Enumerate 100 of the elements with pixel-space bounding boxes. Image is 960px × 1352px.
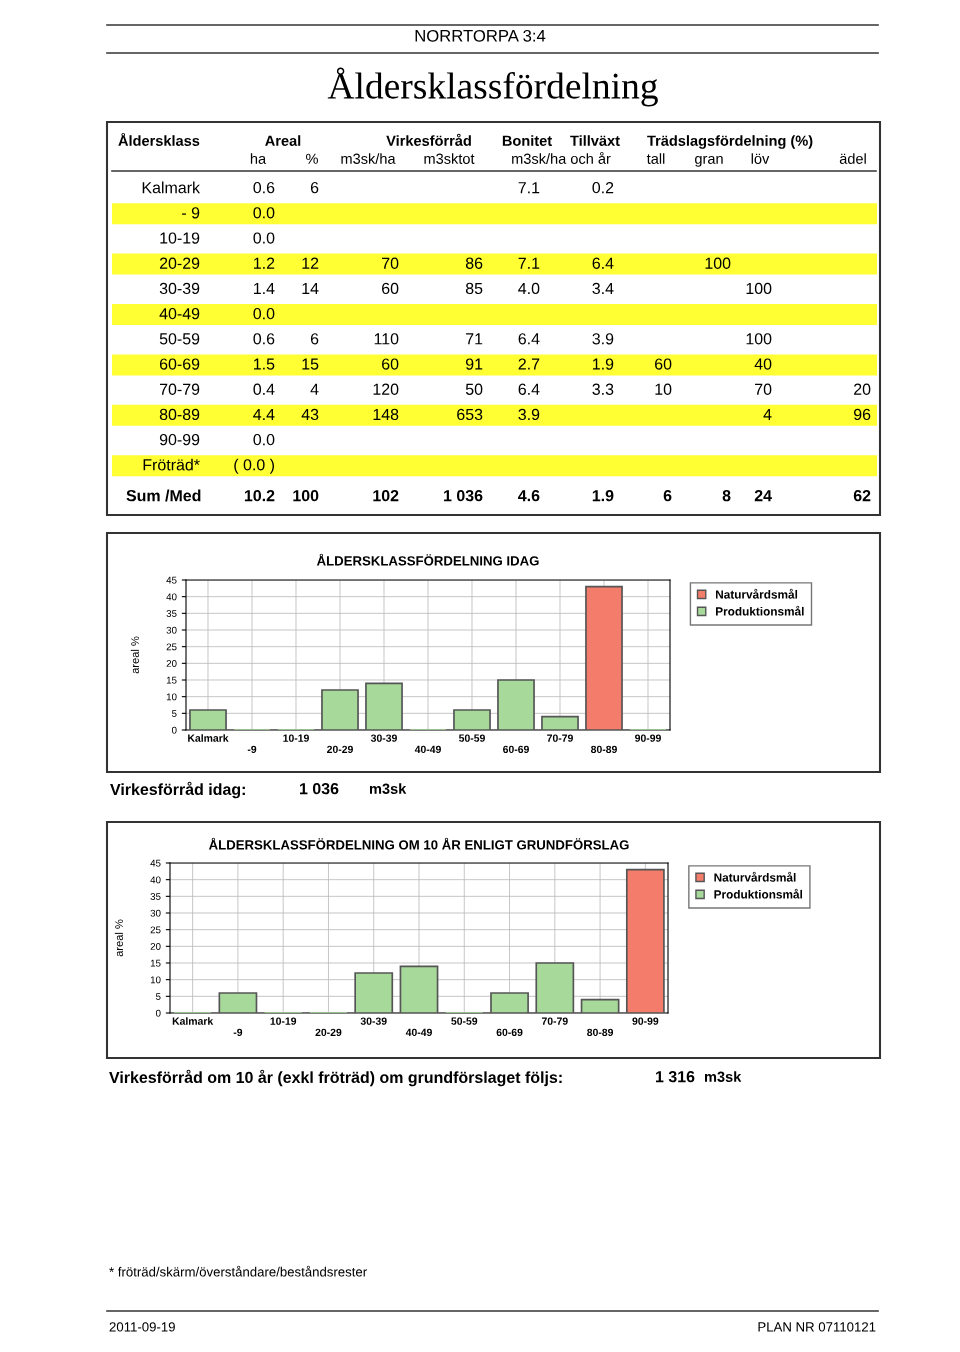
text: 0.0 <box>253 307 275 320</box>
text: 100 <box>746 333 772 345</box>
bar <box>321 689 359 730</box>
y-axis-title: areal % <box>114 919 123 957</box>
text: 0.0 <box>253 207 275 219</box>
text: 4.6 <box>518 489 540 502</box>
text: 0.6 <box>253 181 275 194</box>
x-tick-label: 20-29 <box>315 1028 342 1037</box>
text: 1.2 <box>254 257 275 269</box>
text: 3.9 <box>518 408 540 421</box>
text: 43 <box>301 408 319 421</box>
x-tick-label: 60-69 <box>496 1028 523 1037</box>
text: 6 <box>663 489 672 502</box>
bar <box>218 992 258 1013</box>
bar <box>585 585 623 730</box>
text: 6.4 <box>592 257 614 269</box>
text: 71 <box>466 333 483 345</box>
text: 653 <box>457 408 483 421</box>
category-label: tall <box>646 153 665 164</box>
x-tick-label: 10-19 <box>270 1017 297 1025</box>
x-tick-label: Kalmark <box>172 1017 214 1025</box>
x-tick-label: 50-59 <box>451 1017 478 1025</box>
text: 8 <box>722 489 731 502</box>
text: 10.2 <box>244 489 275 502</box>
text: 100 <box>293 489 319 502</box>
text: 148 <box>373 408 399 421</box>
text: 12 <box>302 257 319 269</box>
x-tick-label: 90-99 <box>635 734 661 742</box>
text: 4 <box>763 408 772 420</box>
category-label: m3sk/ha <box>341 153 396 164</box>
x-tick-label: 50-59 <box>459 734 485 742</box>
y-tick-label: 45 <box>166 576 177 584</box>
y-tick-label: 20 <box>166 660 177 667</box>
text: 1 036 <box>300 782 339 795</box>
legend-label: Produktionsmål <box>716 605 804 616</box>
category-label: 30-39 <box>159 282 200 295</box>
text: 6 <box>310 333 319 345</box>
x-tick-label: 30-39 <box>370 734 397 742</box>
x-tick-label: 70-79 <box>547 734 573 742</box>
text: 96 <box>853 408 871 421</box>
text: Tillväxt <box>570 135 620 146</box>
y-tick-label: 5 <box>155 993 161 1000</box>
chart-title: ÅLDERSKLASSFÖRDELNING IDAG <box>316 553 539 566</box>
text: Åldersklass <box>118 132 200 146</box>
x-tick-label: 70-79 <box>541 1017 568 1025</box>
category-label: 80-89 <box>159 408 200 421</box>
bar <box>497 679 535 730</box>
y-tick-label: 15 <box>166 676 177 684</box>
y-tick-label: 35 <box>150 893 161 900</box>
x-tick-label: 30-39 <box>360 1017 387 1025</box>
legend-label: Produktionsmål <box>714 888 803 899</box>
bar <box>354 972 394 1013</box>
y-tick-label: 15 <box>150 959 161 967</box>
bar <box>453 709 491 730</box>
x-tick-label: 90-99 <box>632 1017 659 1025</box>
text: 3.4 <box>592 282 614 295</box>
y-tick-label: 0 <box>155 1009 161 1017</box>
category-label: 40-49 <box>159 307 200 320</box>
category-label: % <box>306 153 318 164</box>
text: 20 <box>854 383 871 395</box>
text: 0.2 <box>592 181 614 194</box>
text: ( 0.0 ) <box>234 458 275 474</box>
x-tick-label: 10-19 <box>283 734 309 742</box>
bar <box>580 998 620 1013</box>
category-label: gran <box>695 155 723 167</box>
text: 7.1 <box>518 257 540 269</box>
text: 14 <box>302 282 319 294</box>
bar <box>490 992 529 1013</box>
text: 24 <box>754 489 772 502</box>
text: 0.0 <box>253 433 275 446</box>
text: 4 <box>310 383 319 395</box>
y-tick-label: 40 <box>166 593 177 601</box>
x-tick-label: 80-89 <box>587 1028 614 1037</box>
bar <box>625 868 665 1013</box>
category-label: 90-99 <box>159 433 200 446</box>
y-tick-label: 35 <box>166 610 177 617</box>
text: 60 <box>382 358 399 370</box>
category-label: löv <box>751 153 770 164</box>
y-tick-label: 10 <box>150 976 161 984</box>
text: 6.4 <box>518 333 540 345</box>
y-tick-label: 0 <box>171 726 177 734</box>
text: 10 <box>655 383 672 395</box>
text: Areal <box>265 135 301 146</box>
bar <box>535 962 575 1013</box>
category-label: ädel <box>839 153 866 164</box>
bar <box>541 715 579 730</box>
text: 1.9 <box>592 489 614 502</box>
x-tick-label: -9 <box>233 1028 243 1037</box>
text: Bonitet <box>502 135 552 146</box>
text: 50 <box>465 383 483 395</box>
text: 100 <box>746 282 772 295</box>
text: 120 <box>373 383 399 395</box>
x-tick-label: 40-49 <box>414 745 441 754</box>
bar <box>365 682 403 730</box>
text: 62 <box>853 489 871 502</box>
y-tick-label: 30 <box>166 626 177 634</box>
category-label: 70-79 <box>159 383 200 395</box>
category-label: 50-59 <box>159 333 200 345</box>
text: NORRTORPA 3:4 <box>415 29 546 42</box>
x-tick-label: 20-29 <box>327 745 353 754</box>
